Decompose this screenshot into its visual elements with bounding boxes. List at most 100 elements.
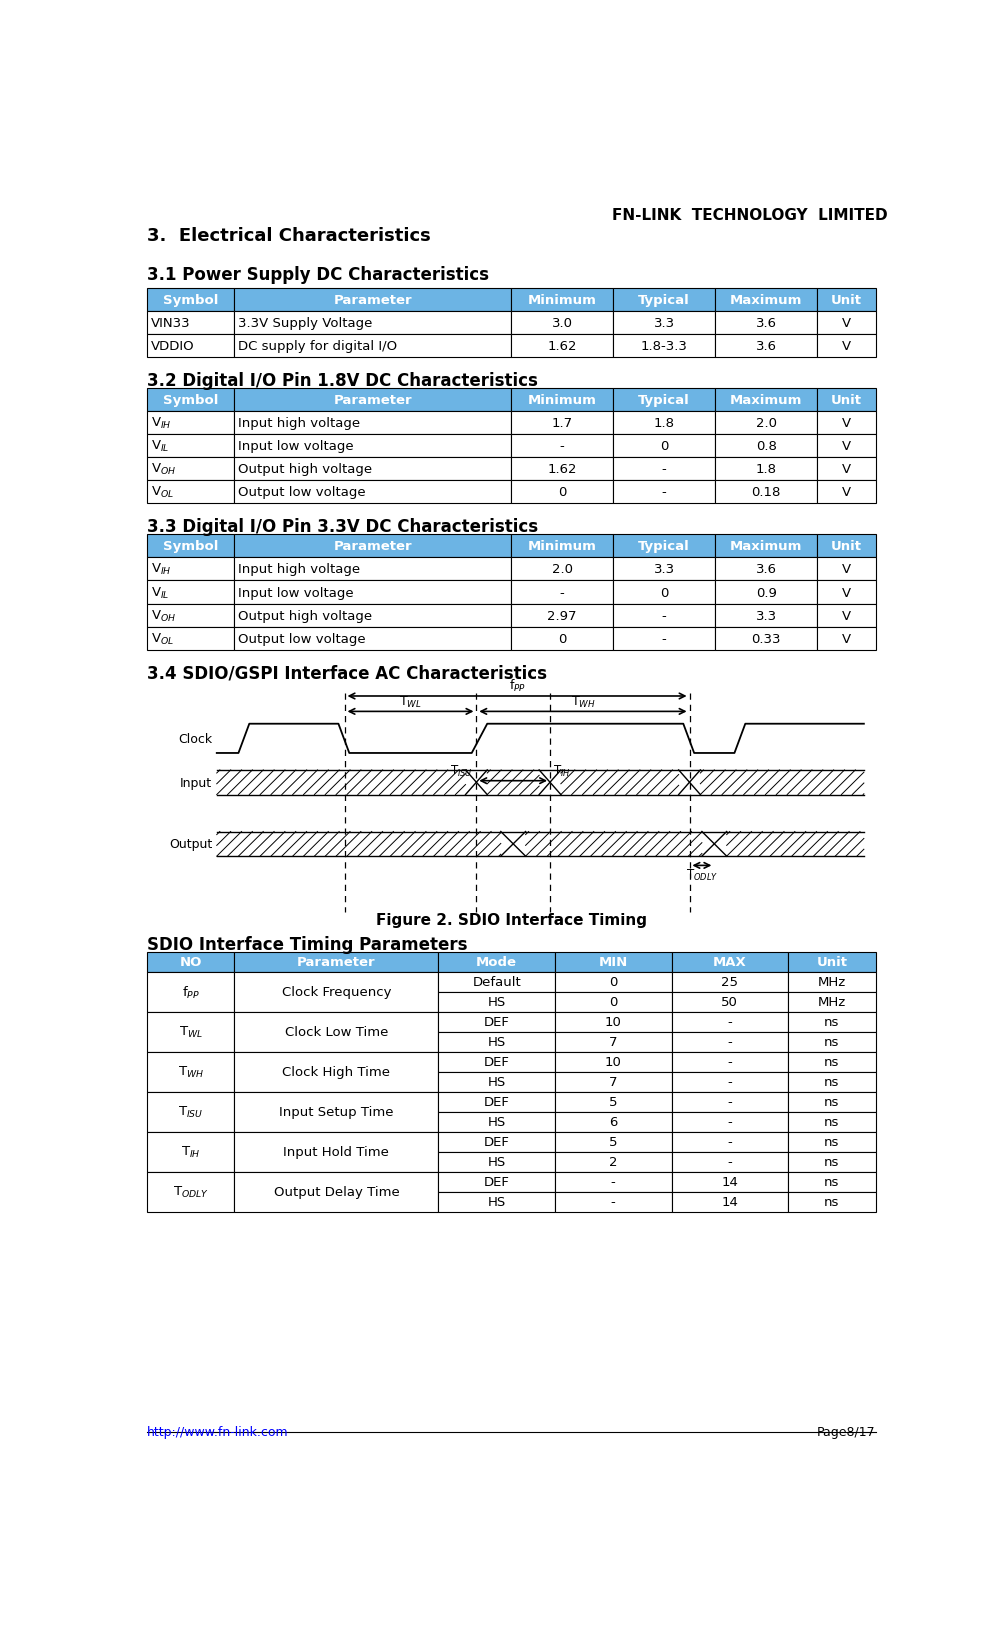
Bar: [555, 1012, 671, 1032]
Text: DEF: DEF: [484, 1056, 510, 1069]
Text: 5: 5: [609, 1095, 618, 1108]
Text: Output Delay Time: Output Delay Time: [273, 1185, 399, 1198]
Bar: [147, 557, 235, 582]
Text: 3.6: 3.6: [755, 562, 777, 575]
Bar: [147, 952, 235, 971]
Text: V: V: [842, 341, 851, 354]
Text: Mode: Mode: [476, 955, 517, 968]
Bar: [817, 311, 875, 334]
Text: -: -: [611, 1175, 616, 1188]
Bar: [555, 1073, 671, 1092]
Bar: [147, 1051, 235, 1092]
Text: ns: ns: [824, 1196, 840, 1208]
Bar: [511, 582, 613, 605]
Text: V: V: [842, 486, 851, 499]
Text: -: -: [662, 610, 666, 623]
Text: 3.3 Digital I/O Pin 3.3V DC Characteristics: 3.3 Digital I/O Pin 3.3V DC Characterist…: [147, 518, 539, 536]
Text: DEF: DEF: [484, 1136, 510, 1149]
Text: Input low voltage: Input low voltage: [239, 587, 353, 600]
Bar: [439, 993, 555, 1012]
Bar: [788, 1172, 875, 1192]
Bar: [235, 1051, 439, 1092]
Bar: [817, 605, 875, 628]
Text: Page8/17: Page8/17: [817, 1425, 875, 1438]
Text: ns: ns: [824, 1076, 840, 1089]
Text: V$_{OH}$: V$_{OH}$: [150, 461, 176, 478]
Text: HS: HS: [487, 1035, 506, 1048]
Text: Typical: Typical: [639, 394, 690, 408]
Text: http://www.fn-link.com: http://www.fn-link.com: [147, 1425, 289, 1438]
Bar: [511, 481, 613, 504]
Text: T$_{WH}$: T$_{WH}$: [177, 1064, 204, 1079]
Text: 3.3: 3.3: [755, 610, 777, 623]
Bar: [235, 1012, 439, 1051]
Text: MHz: MHz: [818, 976, 845, 988]
Bar: [715, 334, 817, 359]
Bar: [235, 1172, 439, 1213]
Text: 3.3: 3.3: [653, 316, 675, 329]
Text: Parameter: Parameter: [334, 394, 412, 408]
Bar: [788, 1092, 875, 1112]
Text: 1.62: 1.62: [547, 463, 577, 476]
Text: Minimum: Minimum: [528, 394, 597, 408]
Bar: [555, 1032, 671, 1051]
Bar: [715, 535, 817, 557]
Text: HS: HS: [487, 1076, 506, 1089]
Text: Output: Output: [169, 838, 212, 851]
Bar: [817, 289, 875, 311]
Text: 0: 0: [558, 486, 566, 499]
Bar: [715, 311, 817, 334]
Text: 1.8: 1.8: [653, 417, 675, 430]
Text: -: -: [611, 1196, 616, 1208]
Text: Clock Low Time: Clock Low Time: [285, 1025, 388, 1038]
Text: ns: ns: [824, 1035, 840, 1048]
Bar: [817, 334, 875, 359]
Bar: [613, 334, 715, 359]
Text: 14: 14: [722, 1196, 739, 1208]
Text: T$_{WL}$: T$_{WL}$: [179, 1025, 203, 1040]
Bar: [147, 628, 235, 650]
Text: -: -: [728, 1156, 733, 1169]
Text: Parameter: Parameter: [334, 293, 412, 306]
Text: V: V: [842, 587, 851, 600]
Text: Unit: Unit: [831, 394, 862, 408]
Text: V$_{IH}$: V$_{IH}$: [150, 562, 171, 577]
Bar: [715, 628, 817, 650]
Bar: [788, 1192, 875, 1213]
Bar: [235, 605, 511, 628]
Bar: [235, 334, 511, 359]
Bar: [147, 388, 235, 412]
Text: 0: 0: [609, 996, 618, 1009]
Bar: [555, 1133, 671, 1152]
Bar: [817, 435, 875, 458]
Bar: [511, 557, 613, 582]
Text: MIN: MIN: [599, 955, 628, 968]
Text: Unit: Unit: [831, 540, 862, 553]
Text: 0.18: 0.18: [751, 486, 781, 499]
Text: V: V: [842, 610, 851, 623]
Text: Symbol: Symbol: [163, 540, 219, 553]
Text: Unit: Unit: [831, 293, 862, 306]
Text: ns: ns: [824, 1175, 840, 1188]
Text: 0: 0: [660, 587, 668, 600]
Bar: [613, 435, 715, 458]
Text: -: -: [728, 1115, 733, 1128]
Text: T$_{ODLY}$: T$_{ODLY}$: [686, 867, 718, 882]
Text: DC supply for digital I/O: DC supply for digital I/O: [239, 341, 397, 354]
Bar: [147, 535, 235, 557]
Text: T$_{ODLY}$: T$_{ODLY}$: [172, 1185, 209, 1200]
Text: V: V: [842, 440, 851, 453]
Text: V$_{IL}$: V$_{IL}$: [150, 438, 169, 455]
Text: 7: 7: [609, 1076, 618, 1089]
Bar: [147, 1133, 235, 1172]
Text: 2.0: 2.0: [755, 417, 777, 430]
Text: Typical: Typical: [639, 293, 690, 306]
Bar: [147, 1172, 235, 1213]
Text: ns: ns: [824, 1056, 840, 1069]
Bar: [555, 952, 671, 971]
Bar: [817, 481, 875, 504]
Bar: [147, 412, 235, 435]
Bar: [147, 605, 235, 628]
Bar: [817, 388, 875, 412]
Text: -: -: [728, 1015, 733, 1029]
